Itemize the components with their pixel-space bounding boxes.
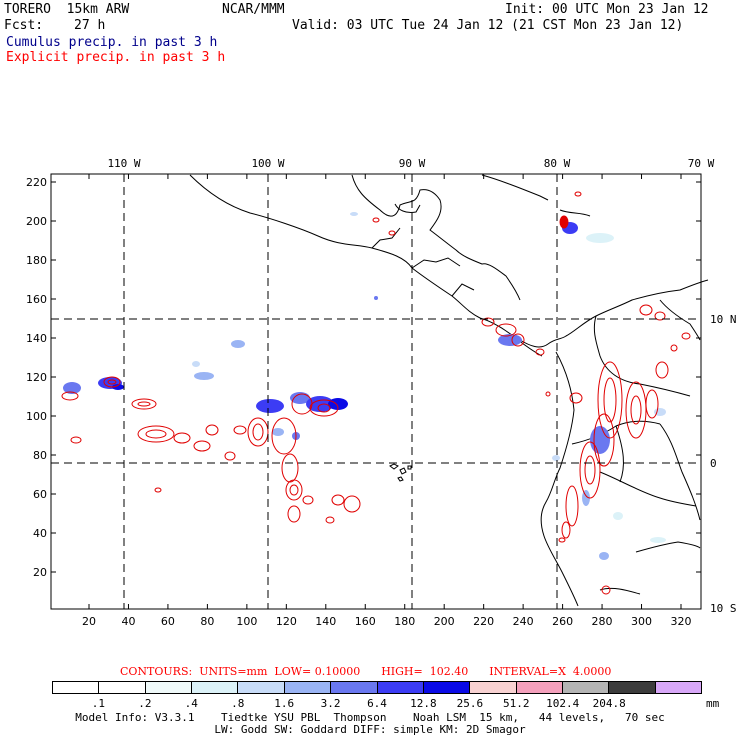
colorbar-label: 3.2 bbox=[320, 697, 341, 710]
y-tick-label: 220 bbox=[26, 176, 47, 189]
valid-time: Valid: 03 UTC Tue 24 Jan 12 (21 CST Mon … bbox=[292, 18, 684, 33]
colorbar-swatch bbox=[192, 682, 239, 693]
x-tick-label: 140 bbox=[315, 615, 336, 628]
lon-label-70w: 70 W bbox=[688, 157, 715, 170]
x-tick-label: 40 bbox=[121, 615, 135, 628]
x-tick-label: 120 bbox=[276, 615, 297, 628]
x-tick-label: 20 bbox=[82, 615, 96, 628]
colorbar-label: .2 bbox=[138, 697, 152, 710]
y-tick-label: 120 bbox=[26, 371, 47, 384]
model-title: TORERO 15km ARW bbox=[4, 2, 130, 17]
x-tick-label: 200 bbox=[434, 615, 455, 628]
lat-label-10s: 10 S bbox=[710, 602, 737, 615]
y-tick-label: 80 bbox=[33, 449, 47, 462]
cumulus-precip-title: Cumulus precip. in past 3 h bbox=[6, 35, 218, 50]
model-info-line1: Model Info: V3.3.1 Tiedtke YSU PBL Thomp… bbox=[75, 711, 665, 724]
x-tick-label: 220 bbox=[473, 615, 494, 628]
y-tick-label: 160 bbox=[26, 293, 47, 306]
x-tick-label: 300 bbox=[631, 615, 652, 628]
colorbar-label: 12.8 bbox=[410, 697, 437, 710]
x-tick-label: 100 bbox=[236, 615, 257, 628]
explicit-precip-title: Explicit precip. in past 3 h bbox=[6, 50, 226, 65]
colorbar-swatch bbox=[655, 682, 702, 693]
colorbar-label: 51.2 bbox=[503, 697, 530, 710]
lat-label-0: 0 bbox=[710, 457, 717, 470]
colorbar-swatch bbox=[516, 682, 563, 693]
colorbar-label: 102.4 bbox=[546, 697, 580, 710]
colorbar-swatch bbox=[377, 682, 424, 693]
y-tick-label: 40 bbox=[33, 527, 47, 540]
x-tick-label: 240 bbox=[513, 615, 534, 628]
lon-labels: 110 W 100 W 90 W 80 W 70 W bbox=[107, 157, 714, 170]
x-tick-label: 80 bbox=[200, 615, 214, 628]
y-tick-label: 140 bbox=[26, 332, 47, 345]
precip-colorbar bbox=[52, 681, 702, 694]
colorbar-unit: mm bbox=[706, 697, 720, 710]
lat-label-10n: 10 N bbox=[710, 313, 737, 326]
x-tick-label: 60 bbox=[161, 615, 175, 628]
colorbar-swatch bbox=[145, 682, 193, 693]
forecast-label: Fcst: bbox=[4, 18, 44, 33]
contour-info: CONTOURS: UNITS=mm LOW= 0.10000 HIGH= 10… bbox=[120, 665, 612, 678]
colorbar-swatch bbox=[331, 682, 378, 693]
forecast-hour: 27 h bbox=[74, 18, 106, 33]
colorbar-label: 25.6 bbox=[456, 697, 484, 710]
lat-labels: 10 N 0 10 S bbox=[710, 313, 737, 615]
colorbar-label: .1 bbox=[91, 697, 106, 710]
colorbar-swatch bbox=[423, 682, 471, 693]
x-tick-label: 260 bbox=[552, 615, 573, 628]
colorbar-swatch bbox=[609, 682, 656, 693]
colorbar-label: 6.4 bbox=[367, 697, 387, 710]
x-tick-label: 180 bbox=[394, 615, 415, 628]
map-frame bbox=[50, 173, 702, 610]
colorbar-label: 1.6 bbox=[274, 697, 295, 710]
x-tick-label: 160 bbox=[355, 615, 376, 628]
lon-label-80w: 80 W bbox=[544, 157, 571, 170]
lon-label-90w: 90 W bbox=[399, 157, 426, 170]
y-tick-label: 60 bbox=[33, 488, 47, 501]
cumulus-precip-areas bbox=[63, 212, 666, 560]
lon-label-110w: 110 W bbox=[107, 157, 140, 170]
graticule bbox=[51, 174, 701, 609]
init-time: Init: 00 UTC Mon 23 Jan 12 bbox=[505, 2, 709, 17]
model-info-line2: LW: Godd SW: Goddard DIFF: simple KM: 2D… bbox=[214, 723, 526, 736]
colorbar-label: .8 bbox=[231, 697, 245, 710]
y-tick-label: 20 bbox=[33, 566, 47, 579]
x-tick-label: 320 bbox=[670, 615, 691, 628]
organization-label: NCAR/MMM bbox=[222, 2, 285, 17]
colorbar-swatch bbox=[470, 682, 517, 693]
colorbar-swatch bbox=[284, 682, 332, 693]
colorbar-swatch bbox=[238, 682, 285, 693]
x-tick-label: 280 bbox=[592, 615, 613, 628]
axis-ticks bbox=[51, 174, 701, 609]
colorbar-label: 204.8 bbox=[592, 697, 626, 710]
explicit-precip-contours bbox=[61, 191, 691, 595]
colorbar-swatch bbox=[562, 682, 610, 693]
colorbar-label: .4 bbox=[184, 697, 198, 710]
y-tick-label: 100 bbox=[26, 410, 47, 423]
axis-tick-labels: 220 200 180 160 140 120 100 80 60 40 20 20 40 60 80 100… bbox=[26, 176, 691, 628]
y-tick-label: 200 bbox=[26, 215, 47, 228]
y-tick-label: 180 bbox=[26, 254, 47, 267]
colorbar-swatch bbox=[99, 682, 146, 693]
colorbar-swatch bbox=[53, 682, 100, 693]
lon-label-100w: 100 W bbox=[251, 157, 284, 170]
